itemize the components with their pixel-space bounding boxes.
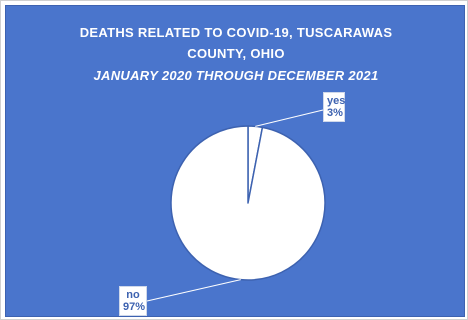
data-label-no-percent: 97%: [123, 301, 146, 313]
chart-title-line-2: COUNTY, OHIO: [187, 46, 285, 61]
pie-chart: [146, 109, 326, 302]
chart-area: DEATHS RELATED TO COVID-19, TUSCARAWAS C…: [5, 5, 465, 317]
data-label-no: no 97%: [119, 286, 147, 316]
leader-line-yes: [255, 109, 324, 127]
chart-subtitle: JANUARY 2020 THROUGH DECEMBER 2021: [93, 68, 379, 83]
chart-title-line-1: DEATHS RELATED TO COVID-19, TUSCARAWAS: [79, 25, 393, 40]
leader-line-no: [146, 279, 241, 302]
data-label-no-name: no: [126, 289, 140, 301]
data-label-yes: yes 3%: [323, 92, 345, 122]
data-label-yes-percent: 3%: [327, 107, 343, 119]
data-label-yes-name: yes: [327, 95, 346, 107]
pie-slice-no: [170, 125, 326, 281]
